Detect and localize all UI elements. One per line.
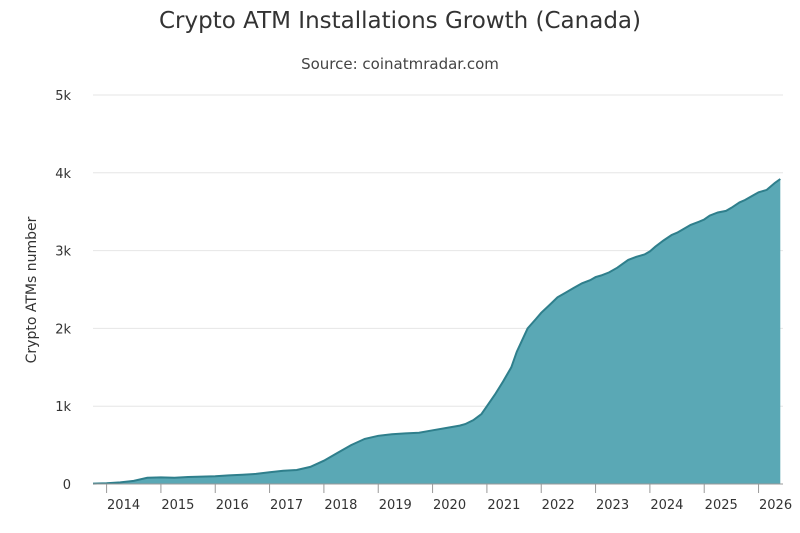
x-tick-label-12: 2026 bbox=[759, 498, 792, 513]
x-tick-label-4: 2018 bbox=[324, 498, 357, 513]
y-axis-label: Crypto ATMs number bbox=[24, 216, 40, 363]
chart-subtitle: Source: coinatmradar.com bbox=[301, 55, 499, 73]
y-tick-label-5: 5k bbox=[55, 89, 71, 104]
series-area-fill bbox=[93, 179, 781, 484]
x-tick-label-1: 2015 bbox=[161, 498, 194, 513]
series-line bbox=[92, 178, 781, 485]
x-tick-label-9: 2023 bbox=[596, 498, 629, 513]
y-axis-ticks: 0 1k 2k 3k 4k 5k bbox=[55, 89, 71, 493]
x-tick-label-8: 2022 bbox=[542, 498, 575, 513]
x-tick-label-5: 2019 bbox=[379, 498, 412, 513]
y-tick-label-1: 1k bbox=[55, 400, 71, 415]
chart-title: Crypto ATM Installations Growth (Canada) bbox=[159, 8, 641, 34]
y-tick-label-0: 0 bbox=[63, 478, 71, 493]
x-tick-label-2: 2016 bbox=[216, 498, 249, 513]
x-tick-label-10: 2024 bbox=[650, 498, 683, 513]
x-tick-label-3: 2017 bbox=[270, 498, 303, 513]
x-tick-label-0: 2014 bbox=[107, 498, 140, 513]
area-series bbox=[92, 178, 781, 485]
x-tick-label-6: 2020 bbox=[433, 498, 466, 513]
x-tick-label-7: 2021 bbox=[487, 498, 520, 513]
y-tick-label-2: 2k bbox=[55, 322, 71, 337]
x-axis-ticks: 2014 2015 2016 2017 2018 2019 2020 2021 2022 2023… bbox=[106, 484, 792, 513]
y-tick-label-4: 4k bbox=[55, 167, 71, 182]
y-tick-label-3: 3k bbox=[55, 245, 71, 260]
x-tick-label-11: 2025 bbox=[705, 498, 738, 513]
